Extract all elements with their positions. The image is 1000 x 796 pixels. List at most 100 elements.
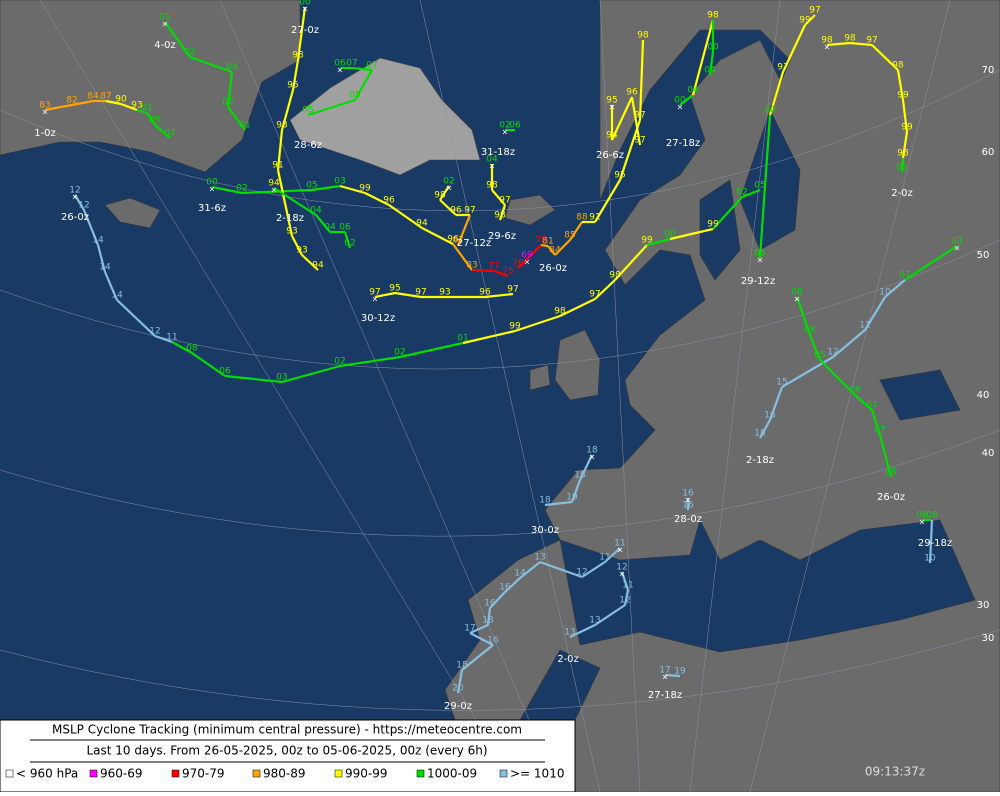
track-start-marker: × [446, 184, 453, 193]
pressure-label: 14 [92, 236, 104, 246]
pressure-label: 08 [926, 511, 938, 521]
track-segment [105, 99, 122, 106]
pressure-label: 99 [897, 91, 909, 101]
track-segment [311, 184, 341, 192]
pressure-label: 18 [456, 661, 468, 671]
pressure-label: 18 [586, 446, 598, 456]
pressure-label: 07 [366, 61, 377, 71]
track-segment [351, 66, 373, 72]
pressure-label: 07 [874, 426, 885, 436]
pressure-label: 91 [589, 213, 600, 223]
track-segment [241, 188, 313, 195]
legend-label: 960-69 [100, 767, 143, 781]
track-start-marker: × [489, 162, 496, 171]
track-segment [870, 409, 882, 436]
pressure-label: 01 [141, 104, 152, 114]
track-segment [554, 239, 571, 256]
track-segment [871, 44, 899, 71]
track-start-marker: × [524, 258, 531, 267]
pressure-label: 97 [866, 36, 877, 46]
pressure-label: 02 [499, 121, 510, 131]
track-date-label: 28-0z [674, 514, 702, 525]
pressure-label: 99 [359, 184, 371, 194]
track-segment [227, 106, 246, 131]
cyclone-track: 97 95 97 93 96 97×30-12z [361, 284, 519, 325]
pressure-label: 98 [434, 191, 446, 201]
legend-box [0, 719, 576, 793]
track-date-label: 27-12z [457, 238, 491, 249]
track-segment [594, 179, 621, 223]
track-segment [116, 299, 156, 337]
track-segment [146, 112, 156, 126]
cyclone-track: 16 16× 28-0z [674, 489, 702, 526]
pressure-label: 10 [879, 288, 891, 298]
track-segment [469, 623, 489, 635]
pressure-label: 94 [416, 219, 428, 229]
track-segment [539, 560, 583, 579]
pressure-label: 05 [302, 106, 313, 116]
track-segment [741, 188, 761, 199]
track-segment [452, 243, 473, 271]
track-start-marker: × [372, 295, 379, 304]
pressure-label: 87 [100, 92, 111, 102]
track-start-marker: × [617, 546, 624, 555]
pressure-label: 16 [487, 636, 499, 646]
pressure-label: 01 [239, 121, 250, 131]
pressure-label: 99 [641, 236, 653, 246]
latitude-label: 50 [977, 250, 990, 261]
track-segment [461, 644, 494, 671]
pressure-label: 10 [924, 554, 936, 564]
track-segment [136, 108, 148, 115]
pressure-label: 95 [614, 171, 625, 181]
track-segment [768, 71, 785, 116]
legend-label: 980-89 [263, 767, 306, 781]
pressure-label: 96 [626, 88, 638, 98]
track-segment [315, 214, 331, 233]
track-segment [804, 14, 816, 26]
track-segment [394, 291, 422, 299]
pressure-label: 18 [482, 616, 494, 626]
track-segment [281, 364, 341, 384]
legend-swatch [89, 769, 98, 778]
track-segment [849, 41, 873, 47]
pressure-label: 11 [859, 321, 870, 331]
track-segment [486, 607, 492, 626]
track-date-label: 26-0z [539, 263, 567, 274]
pressure-label: 18 [754, 429, 766, 439]
pressure-label: 05 [814, 351, 825, 361]
track-segment [826, 41, 851, 47]
pressure-label: 97 [634, 136, 645, 146]
pressure-label: 96 [479, 288, 491, 298]
track-segment [456, 214, 472, 246]
pressure-label: 98 [821, 36, 833, 46]
track-segment [547, 245, 556, 256]
pressure-label: 69 [521, 251, 533, 261]
track-segment [226, 71, 234, 108]
track-segment [164, 21, 191, 58]
pressure-label: 12 [619, 596, 630, 606]
pressure-label: 75 [502, 267, 513, 277]
pressure-label: 08 [186, 344, 198, 354]
pressure-label: 14 [111, 291, 123, 301]
pressure-label: 16 [764, 411, 776, 421]
track-segment [712, 196, 743, 230]
track-segment [498, 204, 507, 221]
pressure-label: 06 [339, 223, 351, 233]
pressure-label: 04 [324, 223, 336, 233]
legend-swatch [5, 769, 14, 778]
seas [559, 179, 976, 653]
pressure-label: 85 [564, 231, 575, 241]
track-segment [623, 589, 630, 606]
track-start-marker: × [794, 295, 801, 304]
track-start-marker: × [302, 5, 309, 14]
pressure-label: 99 [509, 322, 521, 332]
pressure-label: 02 [443, 177, 454, 187]
track-segment [795, 296, 812, 336]
pressure-label: 19 [566, 493, 578, 503]
track-segment [669, 227, 714, 241]
track-segment [569, 624, 596, 638]
